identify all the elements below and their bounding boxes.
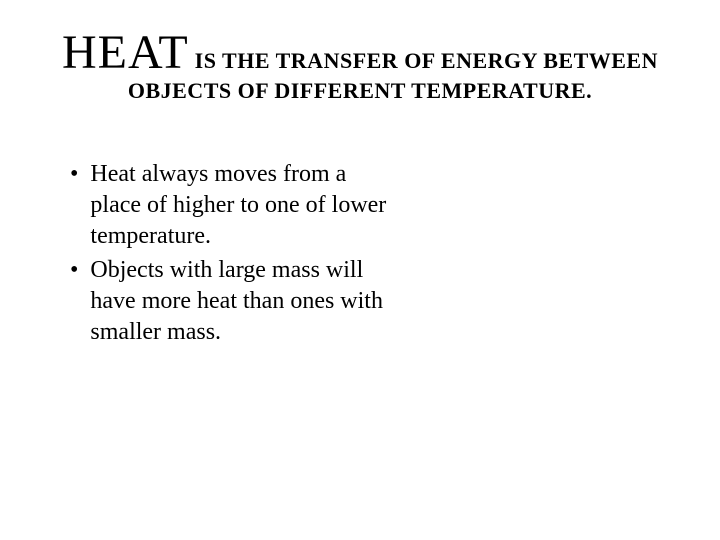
- title-line-2: OBJECTS OF DIFFERENT TEMPERATURE.: [40, 78, 680, 104]
- slide-title: HEAT IS THE TRANSFER OF ENERGY BETWEEN O…: [40, 25, 680, 104]
- list-item: • Heat always moves from a place of high…: [70, 159, 392, 253]
- bullet-text: Heat always moves from a place of higher…: [90, 159, 392, 253]
- bullet-marker-icon: •: [70, 159, 78, 190]
- bullet-list: • Heat always moves from a place of high…: [40, 159, 392, 348]
- list-item: • Objects with large mass will have more…: [70, 255, 392, 349]
- title-line-1-rest: IS THE TRANSFER OF ENERGY BETWEEN: [189, 48, 658, 73]
- bullet-text: Objects with large mass will have more h…: [90, 255, 392, 349]
- title-emphasis-word: HEAT: [62, 26, 189, 79]
- bullet-marker-icon: •: [70, 255, 78, 286]
- title-line-1: HEAT IS THE TRANSFER OF ENERGY BETWEEN: [40, 25, 680, 80]
